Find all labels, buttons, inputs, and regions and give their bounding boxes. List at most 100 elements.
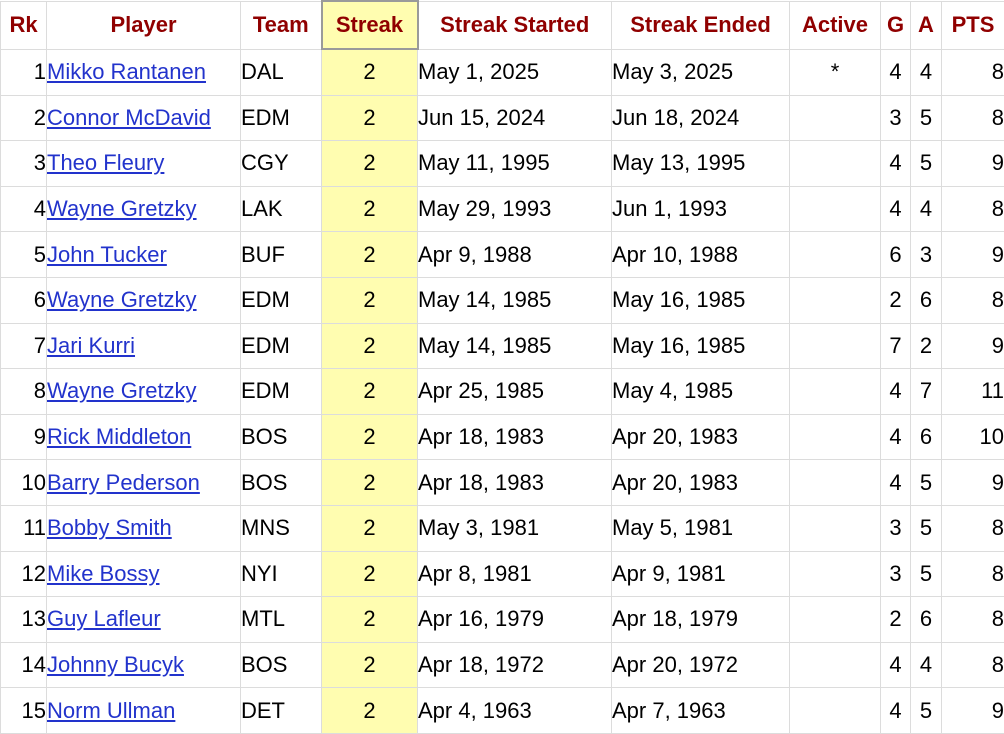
streak-started-cell: May 11, 1995 xyxy=(418,141,612,187)
streak-cell: 2 xyxy=(322,505,418,551)
player-link[interactable]: Mikko Rantanen xyxy=(47,59,206,84)
player-cell: Jari Kurri xyxy=(47,323,241,369)
streak-ended-cell: Apr 9, 1981 xyxy=(612,551,790,597)
goals-cell: 4 xyxy=(881,460,911,506)
streak-ended-cell: Apr 20, 1983 xyxy=(612,414,790,460)
player-link[interactable]: Rick Middleton xyxy=(47,424,191,449)
player-link[interactable]: John Tucker xyxy=(47,242,167,267)
team-cell: BUF xyxy=(241,232,322,278)
streak-started-cell: Jun 15, 2024 xyxy=(418,95,612,141)
team-cell: DET xyxy=(241,688,322,734)
column-header-team[interactable]: Team xyxy=(241,1,322,49)
streak-cell: 2 xyxy=(322,186,418,232)
active-cell xyxy=(790,186,881,232)
streak-ended-cell: Jun 18, 2024 xyxy=(612,95,790,141)
player-cell: Johnny Bucyk xyxy=(47,642,241,688)
player-link[interactable]: Guy Lafleur xyxy=(47,606,161,631)
player-cell: Wayne Gretzky xyxy=(47,369,241,415)
assists-cell: 2 xyxy=(911,323,942,369)
points-cell: 8 xyxy=(942,642,1004,688)
player-cell: Rick Middleton xyxy=(47,414,241,460)
player-link[interactable]: Wayne Gretzky xyxy=(47,378,197,403)
player-link[interactable]: Bobby Smith xyxy=(47,515,172,540)
streak-started-cell: May 3, 1981 xyxy=(418,505,612,551)
rank-cell: 1 xyxy=(1,49,47,95)
assists-cell: 6 xyxy=(911,277,942,323)
assists-cell: 5 xyxy=(911,460,942,506)
goals-cell: 6 xyxy=(881,232,911,278)
rank-cell: 6 xyxy=(1,277,47,323)
streak-cell: 2 xyxy=(322,49,418,95)
player-cell: Theo Fleury xyxy=(47,141,241,187)
column-header-rk[interactable]: Rk xyxy=(1,1,47,49)
player-link[interactable]: Jari Kurri xyxy=(47,333,135,358)
column-header-streak-ended[interactable]: Streak Ended xyxy=(612,1,790,49)
column-header-active[interactable]: Active xyxy=(790,1,881,49)
rank-cell: 10 xyxy=(1,460,47,506)
team-cell: CGY xyxy=(241,141,322,187)
streak-cell: 2 xyxy=(322,95,418,141)
points-cell: 8 xyxy=(942,186,1004,232)
streak-ended-cell: Apr 18, 1979 xyxy=(612,597,790,643)
streak-cell: 2 xyxy=(322,369,418,415)
player-link[interactable]: Barry Pederson xyxy=(47,470,200,495)
team-cell: EDM xyxy=(241,369,322,415)
active-cell xyxy=(790,688,881,734)
player-cell: Wayne Gretzky xyxy=(47,277,241,323)
column-header-streak-started[interactable]: Streak Started xyxy=(418,1,612,49)
assists-cell: 7 xyxy=(911,369,942,415)
team-cell: BOS xyxy=(241,414,322,460)
goals-cell: 4 xyxy=(881,642,911,688)
streak-started-cell: Apr 4, 1963 xyxy=(418,688,612,734)
player-link[interactable]: Wayne Gretzky xyxy=(47,287,197,312)
streak-ended-cell: May 5, 1981 xyxy=(612,505,790,551)
assists-cell: 5 xyxy=(911,688,942,734)
player-cell: Bobby Smith xyxy=(47,505,241,551)
rank-cell: 14 xyxy=(1,642,47,688)
player-link[interactable]: Norm Ullman xyxy=(47,698,175,723)
points-cell: 8 xyxy=(942,95,1004,141)
rank-cell: 8 xyxy=(1,369,47,415)
player-cell: John Tucker xyxy=(47,232,241,278)
player-link[interactable]: Johnny Bucyk xyxy=(47,652,184,677)
goals-cell: 2 xyxy=(881,597,911,643)
streak-cell: 2 xyxy=(322,688,418,734)
active-cell xyxy=(790,232,881,278)
assists-cell: 4 xyxy=(911,49,942,95)
streak-cell: 2 xyxy=(322,141,418,187)
active-cell xyxy=(790,277,881,323)
active-cell xyxy=(790,505,881,551)
assists-cell: 5 xyxy=(911,551,942,597)
column-header-assists[interactable]: A xyxy=(911,1,942,49)
player-cell: Wayne Gretzky xyxy=(47,186,241,232)
team-cell: EDM xyxy=(241,323,322,369)
streak-cell: 2 xyxy=(322,551,418,597)
rank-cell: 7 xyxy=(1,323,47,369)
points-cell: 10 xyxy=(942,414,1004,460)
column-header-player[interactable]: Player xyxy=(47,1,241,49)
column-header-points[interactable]: PTS xyxy=(942,1,1004,49)
player-link[interactable]: Mike Bossy xyxy=(47,561,159,586)
goals-cell: 3 xyxy=(881,505,911,551)
player-link[interactable]: Connor McDavid xyxy=(47,105,211,130)
goals-cell: 3 xyxy=(881,551,911,597)
points-cell: 9 xyxy=(942,232,1004,278)
column-header-streak[interactable]: Streak xyxy=(322,1,418,49)
column-header-goals[interactable]: G xyxy=(881,1,911,49)
points-cell: 9 xyxy=(942,141,1004,187)
team-cell: EDM xyxy=(241,95,322,141)
streak-cell: 2 xyxy=(322,642,418,688)
assists-cell: 6 xyxy=(911,597,942,643)
streak-started-cell: Apr 18, 1983 xyxy=(418,460,612,506)
streak-ended-cell: May 16, 1985 xyxy=(612,323,790,369)
team-cell: DAL xyxy=(241,49,322,95)
player-cell: Barry Pederson xyxy=(47,460,241,506)
streak-started-cell: Apr 18, 1972 xyxy=(418,642,612,688)
active-cell xyxy=(790,642,881,688)
player-link[interactable]: Theo Fleury xyxy=(47,150,164,175)
player-link[interactable]: Wayne Gretzky xyxy=(47,196,197,221)
